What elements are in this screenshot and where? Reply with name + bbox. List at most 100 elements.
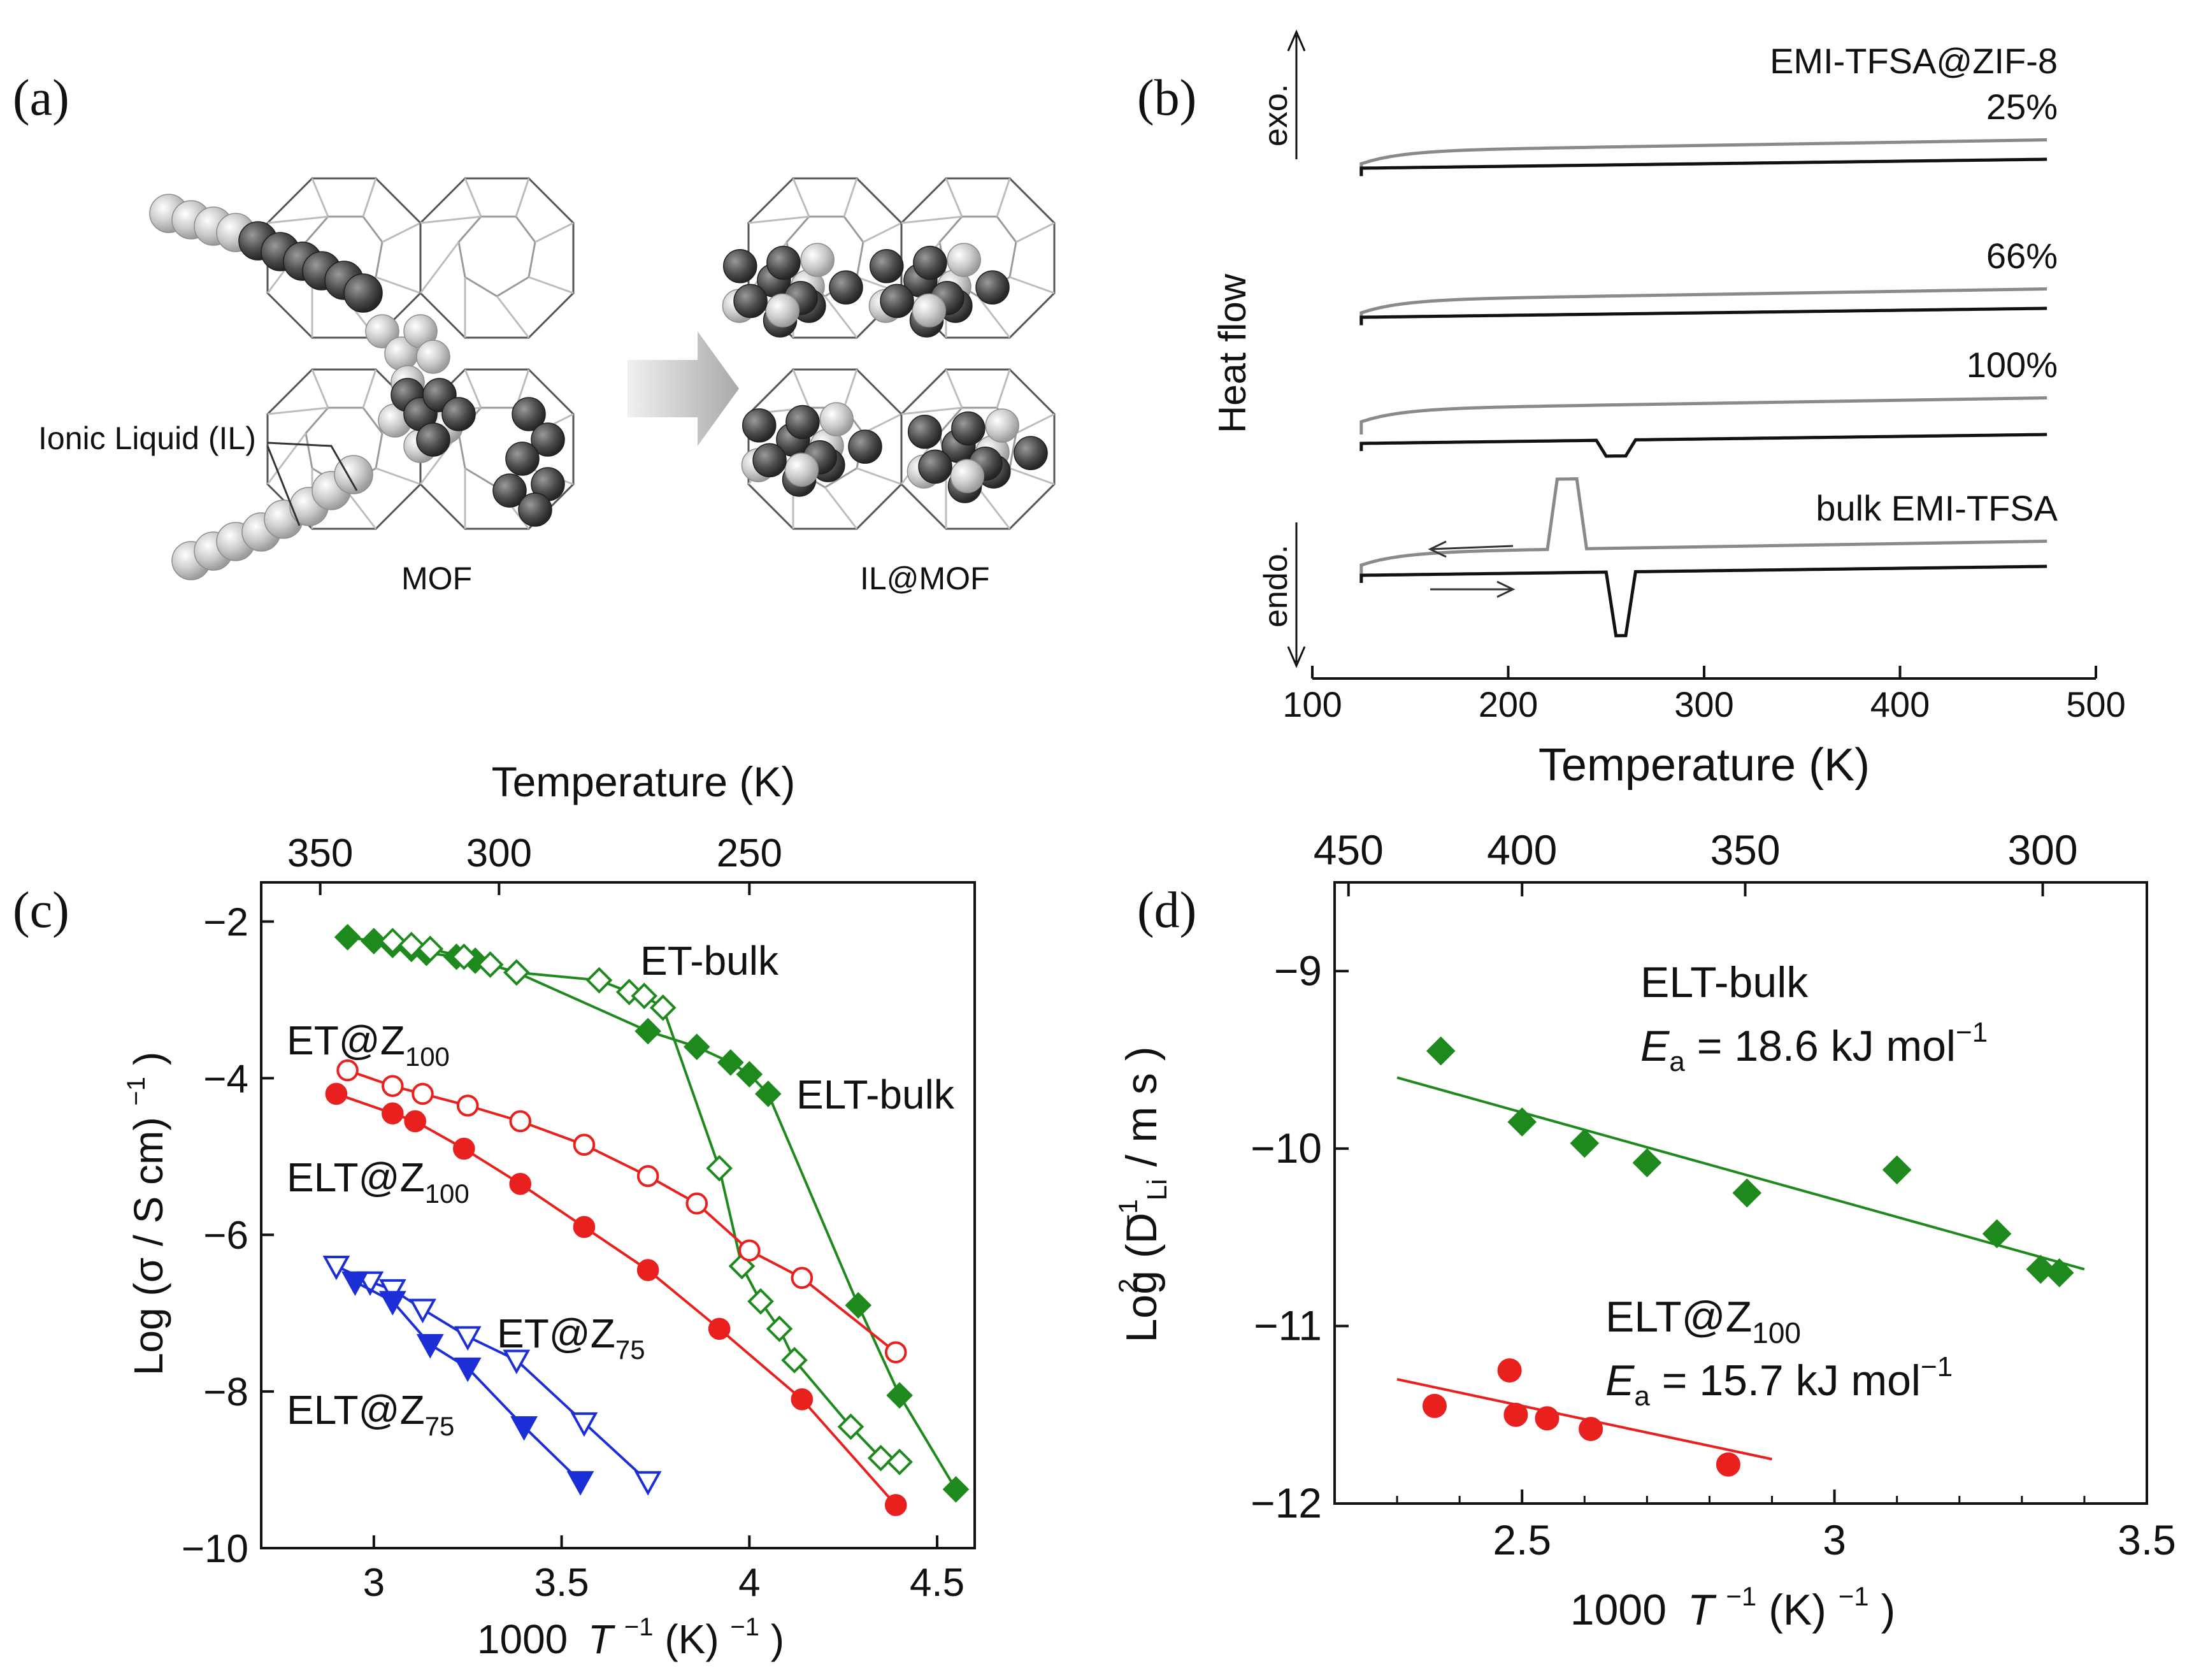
c-series-line-et_z75 (336, 1265, 649, 1483)
c-point-et_z75 (322, 1256, 350, 1281)
dsc-heating-trace (1359, 157, 2047, 176)
c-point-elt_z100 (636, 1259, 659, 1281)
ea-sub: a (1669, 1046, 1685, 1077)
d-point-elt_z100 (1579, 1417, 1603, 1441)
dx-title-post: (K) (1768, 1586, 1826, 1634)
c-point-elt_z100 (382, 1102, 404, 1124)
light-sphere (985, 408, 1019, 443)
c-top-tick-label: 300 (466, 831, 532, 875)
d-top-tick-label: 350 (1710, 826, 1780, 873)
dsc-panel: 100 200 300 400 500 Temperature (K) Heat flo… (1211, 29, 2126, 791)
dsc-cooling-trace (1359, 477, 2047, 578)
dark-sphere (951, 411, 986, 446)
label-et-z75-sub: 75 (615, 1335, 645, 1365)
c-point-et_z75 (454, 1326, 482, 1351)
heating-arrowhead (1496, 580, 1516, 598)
dark-sphere (975, 270, 1010, 305)
light-sphere (800, 243, 835, 277)
conductivity-plot-frame (260, 881, 976, 1549)
c-y-tick-label: −8 (203, 1370, 248, 1414)
c-point-et_bulk (837, 1413, 864, 1440)
dy-title-sup-1: −1 (1113, 1199, 1143, 1230)
ionic-liquid-molecules-confined (722, 243, 1048, 503)
dsc-x-tick-label: 200 (1479, 684, 1538, 724)
cage-strut (977, 296, 1011, 338)
c-point-elt_z75 (341, 1271, 369, 1296)
c-point-et_bulk (781, 1347, 808, 1374)
dark-sphere (880, 284, 914, 319)
label-et-z100: ET@Z100 (287, 1017, 450, 1072)
dsc-trace-label: 25% (1986, 87, 2058, 127)
c-series-line-elt_bulk (347, 936, 957, 1490)
c-point-et_z100 (636, 1165, 659, 1188)
c-point-et_z100 (509, 1110, 532, 1133)
light-sphere (765, 293, 800, 327)
c-point-et_bulk (503, 959, 530, 986)
d-y-tick-label: −9 (1274, 947, 1322, 994)
cage-cell-inner-1 (457, 215, 536, 298)
light-sphere (912, 293, 947, 327)
cage-strut (863, 222, 902, 243)
dsc-heating-trace (1359, 306, 2047, 325)
cage-strut (375, 276, 421, 294)
cage-strut (996, 369, 1011, 408)
dsc-legend-title: EMI-TFSA@ZIF-8 (1770, 41, 2058, 81)
dsc-trace-label: 100% (1967, 345, 2058, 385)
c-x-tick-label: 4.5 (910, 1561, 964, 1605)
conductivity-x-axis-title: 1000 T −1 (K) −1 ) (477, 1598, 784, 1662)
cage-strut (362, 369, 377, 408)
c-y-tick-label: −2 (203, 900, 248, 944)
dsc-cooling-trace (1359, 396, 2047, 434)
d-point-elt_bulk (2026, 1254, 2056, 1284)
dark-sphere (829, 270, 863, 305)
c-x-tick-label: 3.5 (534, 1561, 589, 1605)
c-series-line-elt_z100 (336, 1093, 897, 1506)
c-point-et_z75 (634, 1471, 662, 1496)
c-point-et_z100 (573, 1133, 596, 1156)
cage-strut (843, 369, 858, 408)
c-point-et_z100 (456, 1095, 479, 1117)
c-point-elt_z100 (791, 1388, 814, 1411)
c-y-tick-label: −4 (203, 1057, 248, 1101)
c-point-et_z100 (884, 1341, 907, 1363)
exo-label: exo. (1258, 84, 1294, 147)
cage-strut (311, 369, 329, 408)
ilmof-cage-framework (747, 177, 1056, 530)
d-point-elt_z100 (1422, 1393, 1447, 1418)
endo-arrowhead (1287, 646, 1306, 668)
light-sphere (784, 452, 819, 487)
c-point-elt_bulk (886, 1382, 913, 1409)
conductivity-series (322, 924, 970, 1516)
c-point-et_bulk (649, 994, 677, 1021)
c-point-elt_z100 (573, 1216, 596, 1238)
d-x-tick-label: 2.5 (1493, 1516, 1551, 1563)
c-point-elt_z100 (404, 1110, 426, 1133)
ionic-liquid-label: Ionic Liquid (IL) (38, 420, 256, 456)
x-title-post: (K) (664, 1616, 719, 1662)
d-top-tick-label: 450 (1314, 826, 1384, 873)
dark-sphere (848, 429, 882, 464)
d-point-elt_bulk (1426, 1036, 1456, 1066)
dx-title-pre: 1000 (1570, 1586, 1667, 1634)
c-point-et_bulk (379, 928, 406, 955)
cage-strut (843, 178, 858, 217)
cage-strut (945, 369, 963, 408)
c-point-et_z75 (570, 1412, 598, 1437)
c-point-elt_z75 (566, 1471, 594, 1496)
cage-strut (1015, 222, 1055, 243)
cage-strut (464, 369, 482, 408)
dsc-heating-trace (1359, 564, 2047, 638)
y-title-exp: −1 (122, 1077, 150, 1106)
c-point-elt_bulk (717, 1049, 744, 1076)
ea-value: = 18.6 kJ mol (1685, 1022, 1956, 1070)
dark-sphere (785, 405, 820, 440)
dsc-x-tick-label: 500 (2066, 684, 2125, 724)
conductivity-top-axis-title: Temperature (K) (492, 758, 796, 805)
dsc-cooling-trace (1359, 287, 2047, 326)
d-top-tick-label: 400 (1487, 826, 1557, 873)
dx-title-exp2: −1 (1839, 1581, 1869, 1611)
dark-sphere (505, 442, 540, 476)
c-point-et_z100 (685, 1192, 708, 1215)
label-elt-z75: ELT@Z75 (287, 1387, 454, 1441)
label-elt-z75-sub: 75 (425, 1411, 455, 1441)
